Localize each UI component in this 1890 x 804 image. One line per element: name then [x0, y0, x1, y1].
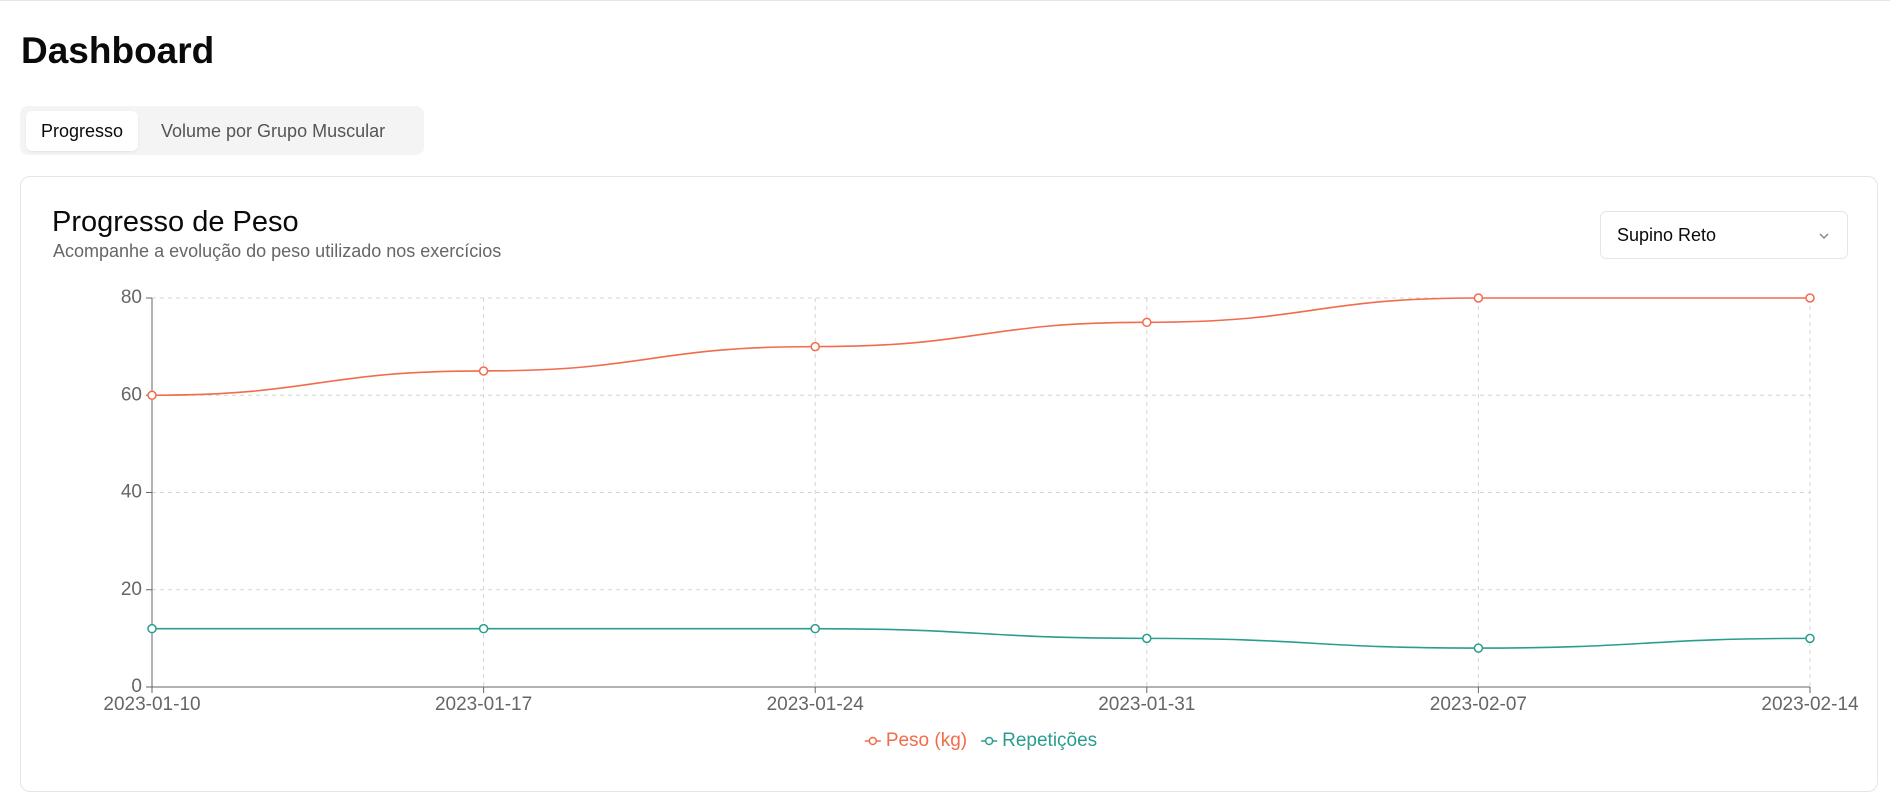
tab[interactable]: Progresso: [26, 111, 139, 151]
line: [152, 627, 1811, 649]
point: [810, 623, 820, 634]
y-tick-label: 60: [121, 384, 142, 405]
legend: Peso (kg) Repetições: [864, 730, 1097, 751]
card-subtitle: Acompanhe a evolução do peso utilizado n…: [53, 241, 502, 261]
legend-label: Repetições: [1002, 730, 1097, 751]
divider: [0, 0, 1890, 1]
chevron-icon: [1819, 233, 1829, 240]
x-tick-label: 2023-01-31: [1098, 694, 1195, 715]
exercise-select[interactable]: Supino Reto: [1600, 211, 1848, 259]
y-tick-label: 40: [121, 482, 142, 503]
point: [1473, 293, 1484, 303]
point: [1142, 633, 1152, 644]
legend-item: Repetições: [981, 730, 1097, 751]
y-tick-label: 0: [131, 676, 142, 697]
point: [478, 366, 489, 376]
legend-label: Peso (kg): [886, 730, 967, 751]
x-tick-label: 2023-01-17: [435, 694, 532, 715]
card: Progresso de Peso Acompanhe a evolução d…: [20, 176, 1878, 792]
point: [1805, 293, 1815, 303]
legend-icon: [984, 736, 994, 746]
x-tick-label: 2023-02-14: [1761, 694, 1859, 715]
tab[interactable]: Volume por Grupo Muscular: [161, 121, 386, 141]
y-tick-label: 80: [121, 287, 142, 308]
y-tick-label: 20: [121, 579, 142, 600]
point: [810, 341, 820, 352]
point: [1473, 643, 1484, 653]
point: [478, 623, 489, 634]
point: [1805, 633, 1815, 644]
point: [147, 390, 157, 400]
legend-item: Peso (kg): [864, 730, 967, 751]
legend-icon: [868, 736, 878, 746]
page-title: Dashboard: [21, 30, 215, 71]
point: [147, 623, 157, 634]
point: [1142, 317, 1152, 328]
select-value: Supino Reto: [1617, 225, 1717, 245]
line: [151, 297, 1810, 397]
card-title: Progresso de Peso: [52, 206, 299, 238]
x-tick-label: 2023-02-07: [1430, 694, 1527, 715]
tab-list: Progresso Volume por Grupo Muscular: [20, 106, 424, 155]
x-tick-label: 2023-01-24: [767, 694, 865, 715]
x-tick-label: 2023-01-10: [103, 694, 200, 715]
